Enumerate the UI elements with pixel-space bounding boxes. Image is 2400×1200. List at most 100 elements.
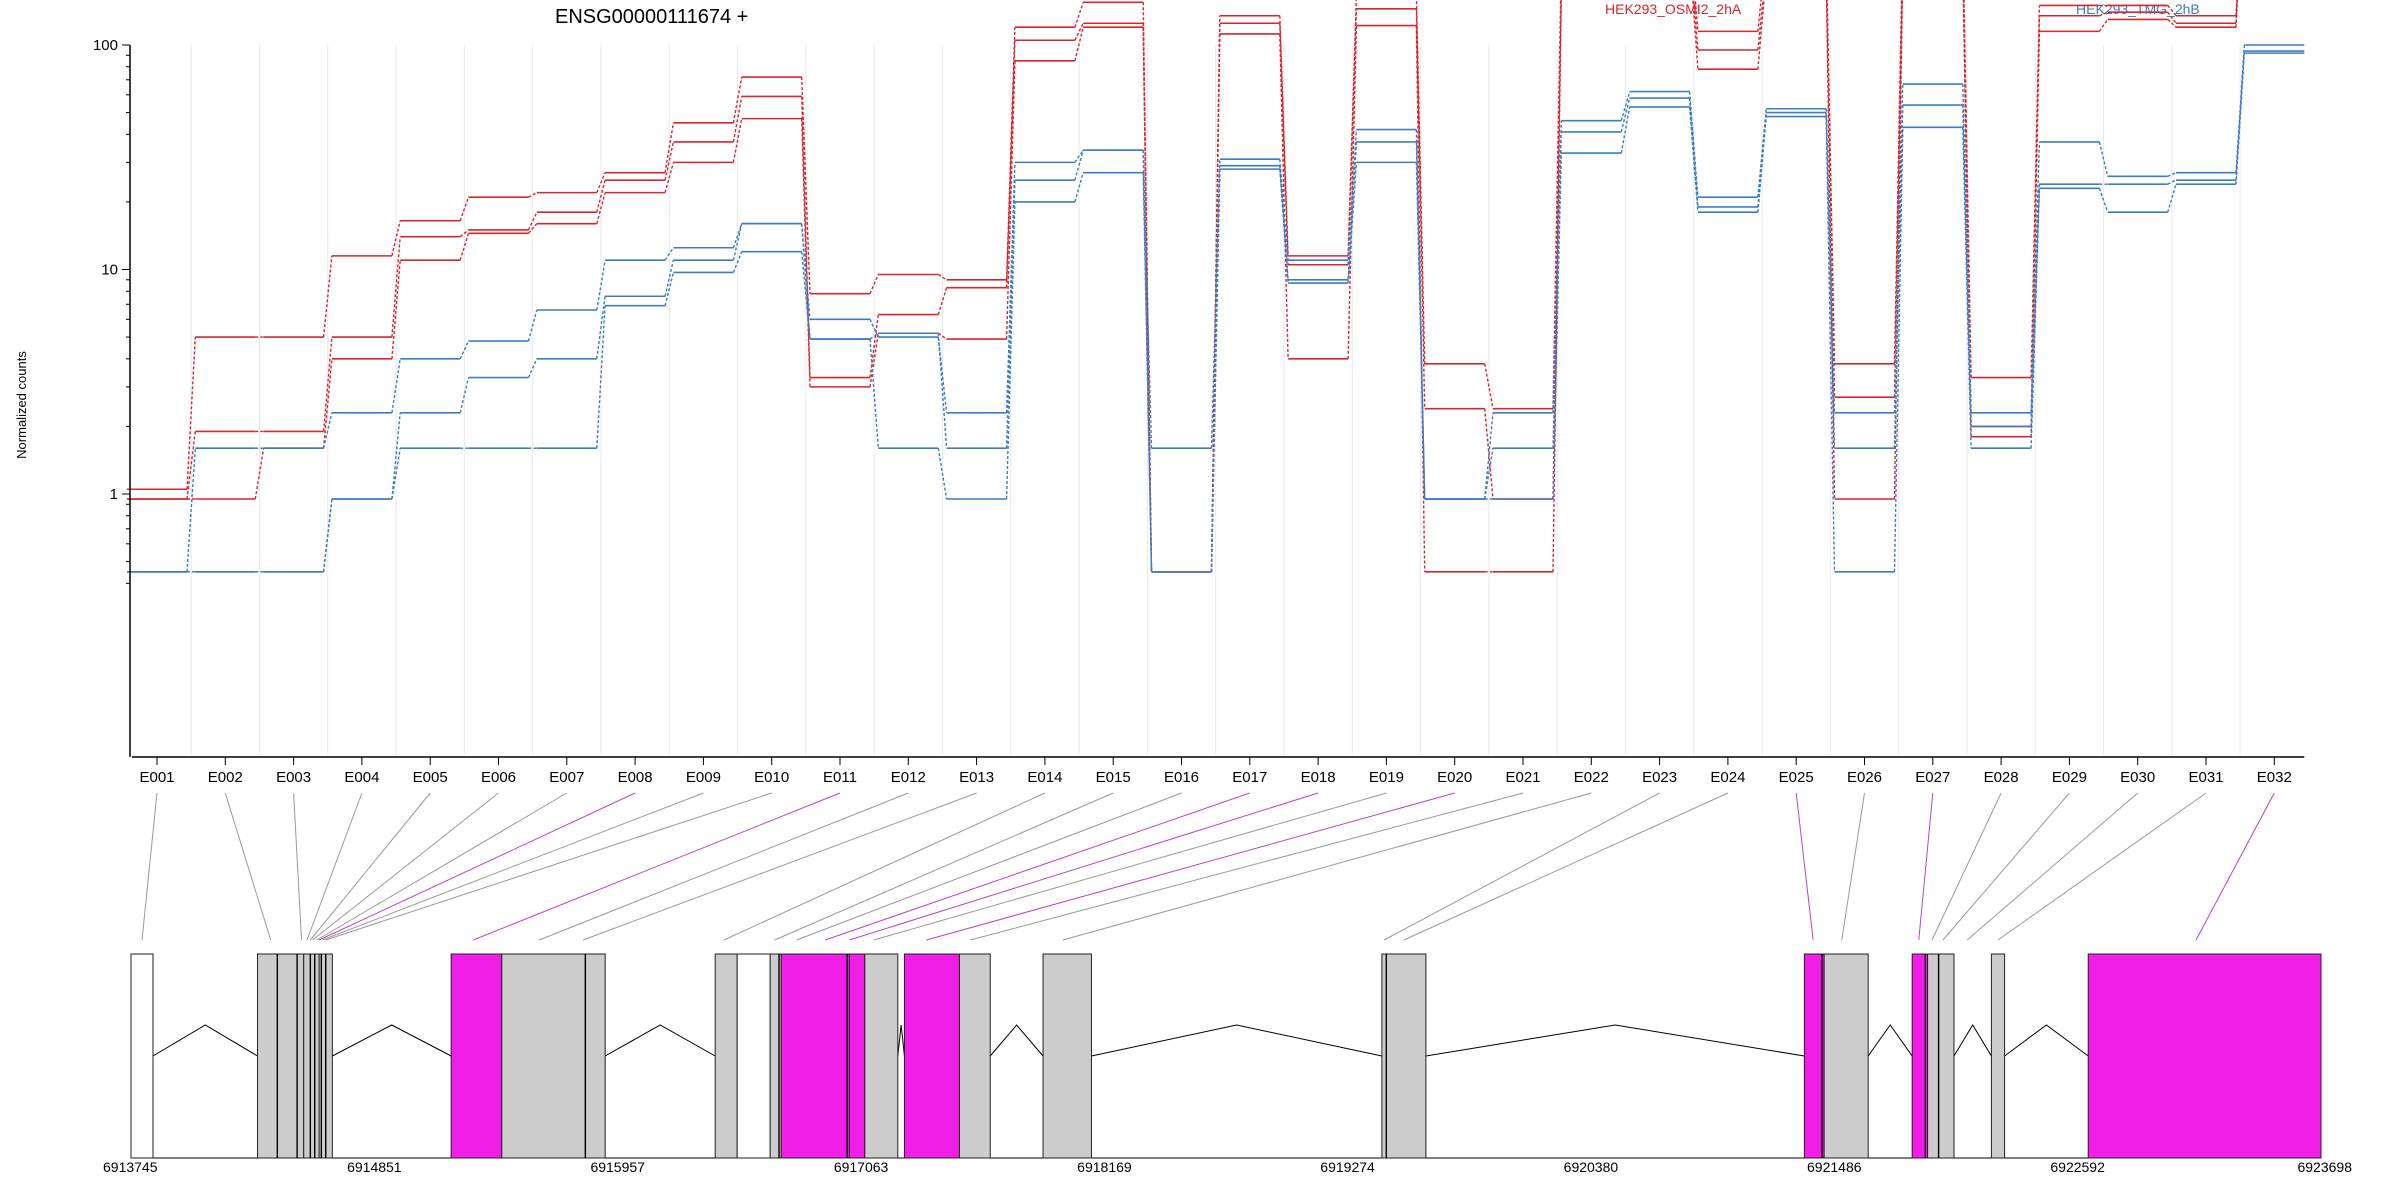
data-connector xyxy=(1415,162,1426,500)
data-connector xyxy=(1005,162,1016,413)
data-connector xyxy=(1074,149,1084,181)
data-connector xyxy=(801,223,811,340)
data-connector xyxy=(1484,412,1494,500)
x-tick-label: E007 xyxy=(549,769,584,786)
x-tick-label: E005 xyxy=(413,769,448,786)
data-connector xyxy=(596,192,606,224)
data-connector xyxy=(937,333,948,449)
data-connector xyxy=(2030,5,2041,378)
legend-osmi2: HEK293_OSMI2_2hA xyxy=(1605,1,1742,17)
x-tick-label: E008 xyxy=(618,769,653,786)
data-connector xyxy=(1142,172,1153,572)
data-connector xyxy=(1962,0,1972,437)
x-tick-label: E020 xyxy=(1437,769,1472,786)
intron xyxy=(989,1024,1044,1057)
exon-connector xyxy=(873,792,1387,941)
x-tick-label: E010 xyxy=(754,769,789,786)
x-tick-label: E003 xyxy=(276,769,311,786)
data-connector xyxy=(1347,8,1358,265)
exon-connector xyxy=(293,792,303,941)
data-connector xyxy=(2030,141,2041,413)
intron xyxy=(897,1024,905,1057)
data-connector xyxy=(869,274,879,295)
data-connector xyxy=(527,358,538,378)
x-tick-label: E029 xyxy=(2052,769,2087,786)
exon-block xyxy=(736,953,771,1159)
data-connector xyxy=(664,162,675,193)
exon-connector xyxy=(723,792,1046,941)
x-tick-label: E015 xyxy=(1096,769,1131,786)
data-connector xyxy=(2099,11,2108,17)
data-connector xyxy=(869,333,879,387)
data-connector xyxy=(596,179,606,213)
chart-title: ENSG00000111674 + xyxy=(555,6,748,28)
exon-connector xyxy=(1403,792,1729,941)
exon-connector xyxy=(312,792,499,941)
data-connector xyxy=(1074,27,1084,62)
data-connector xyxy=(1347,25,1358,359)
exon-block xyxy=(903,953,960,1159)
x-tick-label: E030 xyxy=(2120,769,2155,786)
data-connector xyxy=(869,338,879,449)
data-connector xyxy=(869,314,879,378)
data-connector xyxy=(664,247,674,261)
data-connector xyxy=(801,77,811,294)
data-connector xyxy=(596,172,606,193)
y-tick-label: 1 xyxy=(110,486,118,503)
x-tick-label: E004 xyxy=(344,769,379,786)
data-connector xyxy=(732,223,743,248)
exon-block xyxy=(1823,953,1869,1159)
data-connector xyxy=(596,260,606,311)
grid xyxy=(190,45,2241,755)
data-connector xyxy=(1825,0,1836,500)
x-tick-label: E025 xyxy=(1779,769,1814,786)
data-connector xyxy=(1415,0,1426,364)
data-connector xyxy=(391,358,401,413)
data-connector xyxy=(322,255,333,338)
data-connector xyxy=(2098,188,2109,213)
data-connector xyxy=(1142,27,1153,572)
genomic-coordinate-label: 6915957 xyxy=(590,1159,645,1175)
gene-model: 6913745 6914851 6915957 6917063 6918169 69192… xyxy=(103,953,2352,1175)
exon-connector xyxy=(141,792,158,941)
exon-connectors xyxy=(141,792,2275,941)
data-connector xyxy=(1757,0,1764,51)
x-tick-label: E013 xyxy=(959,769,994,786)
exon-block xyxy=(780,953,850,1159)
legend-tmg: HEK293_TMG_2hB xyxy=(2076,1,2200,17)
exon-connector xyxy=(316,792,568,941)
exon-block xyxy=(848,953,866,1159)
exon-connector xyxy=(582,792,977,941)
exon-block xyxy=(2087,953,2322,1159)
y-tick-label: 100 xyxy=(93,37,118,54)
data-connector xyxy=(596,296,606,359)
intron xyxy=(604,1024,716,1057)
intron xyxy=(1425,1024,1805,1057)
data-connector xyxy=(1005,201,1016,500)
data-connector xyxy=(1484,363,1494,409)
data-connector xyxy=(1620,91,1631,121)
data-connector xyxy=(1893,0,1903,398)
exon-connector xyxy=(318,792,636,941)
plot-area xyxy=(127,0,2305,573)
exon-connector xyxy=(1795,792,1814,941)
intron xyxy=(152,1024,258,1057)
exon-connector xyxy=(1383,792,1660,941)
exon-connector xyxy=(309,792,431,941)
data-connector xyxy=(1415,25,1426,572)
exon-block xyxy=(958,953,991,1159)
y-axis-label: Normalized counts xyxy=(14,351,29,459)
intron xyxy=(1953,1024,1992,1057)
exon-block xyxy=(130,953,154,1159)
data-connector xyxy=(528,192,538,198)
x-tick-label: E031 xyxy=(2188,769,2223,786)
series-HEK293_OSMI2_2hA xyxy=(127,0,2239,573)
data-connector xyxy=(527,211,538,231)
exon-connector xyxy=(325,792,772,941)
exon-block xyxy=(1990,953,2006,1159)
exon-block xyxy=(584,953,606,1159)
data-connector xyxy=(1210,169,1221,572)
x-tick-label: E018 xyxy=(1301,769,1336,786)
series-HEK293_TMG_2hB xyxy=(127,52,2305,573)
intron xyxy=(2004,1024,2089,1057)
